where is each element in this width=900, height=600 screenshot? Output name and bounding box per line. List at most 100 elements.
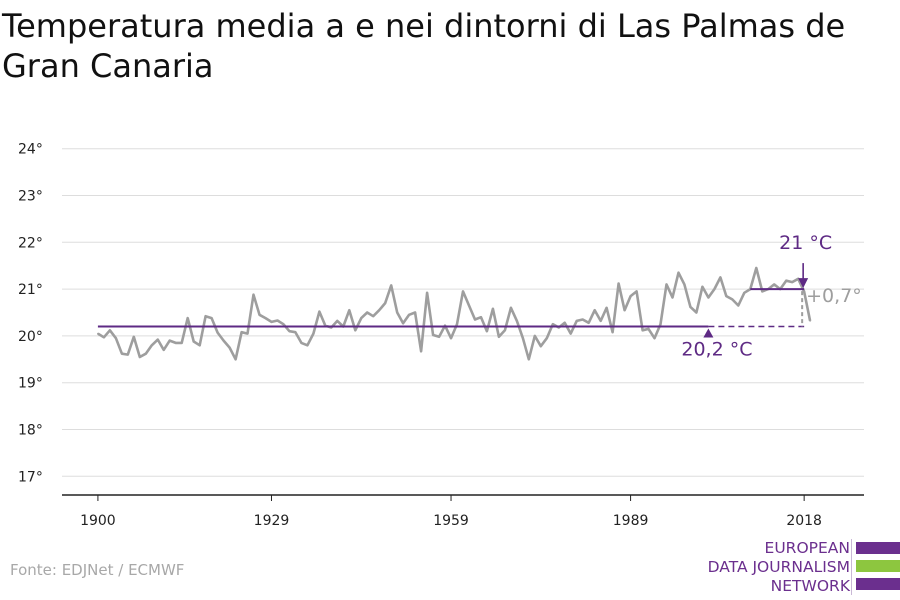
- data-point: [432, 334, 434, 336]
- data-point: [737, 304, 740, 307]
- data-point: [731, 298, 734, 301]
- average-recent-arrow: [798, 278, 809, 289]
- data-point: [157, 338, 159, 341]
- data-point: [210, 317, 213, 319]
- data-point: [695, 311, 698, 314]
- data-point: [204, 315, 207, 318]
- data-point: [288, 330, 291, 333]
- data-point: [402, 322, 404, 325]
- logo-bar-purple-top: [856, 542, 900, 554]
- y-tick-label: 23°: [18, 189, 43, 205]
- data-point: [372, 315, 375, 318]
- data-point: [115, 337, 117, 340]
- data-point: [139, 356, 141, 358]
- average-recent-label: 21 °C: [779, 232, 832, 254]
- edjnet-logo: EUROPEAN DATA JOURNALISM NETWORK: [700, 539, 900, 595]
- data-point: [719, 276, 722, 279]
- data-point: [528, 358, 530, 361]
- data-point: [677, 271, 680, 274]
- data-point: [671, 296, 674, 299]
- data-point: [809, 320, 811, 322]
- data-point: [228, 346, 231, 349]
- data-point: [121, 352, 123, 355]
- data-point: [773, 283, 775, 286]
- data-point: [498, 336, 500, 338]
- y-tick-label: 21°: [18, 282, 43, 298]
- data-point: [366, 311, 369, 314]
- data-point: [480, 316, 482, 319]
- data-point: [109, 329, 111, 332]
- data-point: [97, 332, 99, 335]
- data-point: [486, 330, 488, 333]
- data-point: [611, 331, 614, 334]
- data-point: [133, 336, 135, 338]
- x-tick-label: 2018: [786, 513, 822, 529]
- data-point: [420, 350, 422, 353]
- data-point: [510, 307, 512, 309]
- data-point: [252, 293, 255, 296]
- data-point: [408, 314, 410, 316]
- data-point: [617, 282, 620, 285]
- data-point: [653, 337, 656, 340]
- data-point: [791, 281, 793, 283]
- y-tick-label: 24°: [18, 142, 43, 158]
- y-tick-label: 18°: [18, 422, 43, 438]
- y-tick-label: 19°: [18, 376, 43, 392]
- data-point: [647, 328, 650, 330]
- data-point: [103, 336, 105, 339]
- data-point: [522, 337, 524, 340]
- x-tick-label: 1929: [254, 513, 290, 529]
- average-historical-label: 20,2 °C: [681, 339, 752, 361]
- gridlines: [62, 148, 864, 477]
- data-point: [605, 307, 608, 309]
- data-point: [599, 320, 602, 322]
- data-point: [803, 290, 805, 293]
- reference-lines: [97, 288, 805, 328]
- logo-divider: [851, 539, 852, 595]
- data-point: [587, 322, 590, 324]
- data-point: [198, 344, 201, 347]
- data-point: [641, 329, 644, 332]
- data-point: [575, 320, 578, 322]
- series-layer: [97, 266, 812, 361]
- data-point: [162, 349, 165, 351]
- data-point: [581, 318, 584, 321]
- data-point: [701, 286, 704, 288]
- y-tick-label: 20°: [18, 329, 43, 345]
- y-tick-label: 17°: [18, 469, 43, 485]
- data-point: [569, 332, 572, 335]
- data-point: [635, 290, 638, 293]
- data-point: [354, 329, 357, 332]
- data-point: [785, 279, 787, 282]
- data-point: [743, 292, 746, 294]
- data-point: [725, 295, 728, 297]
- data-point: [127, 353, 129, 356]
- data-point: [713, 288, 716, 290]
- data-point: [456, 323, 458, 326]
- data-point: [336, 320, 339, 322]
- data-point: [222, 339, 225, 342]
- logo-line-2: DATA JOURNALISM: [707, 558, 850, 576]
- data-point: [240, 331, 243, 334]
- data-point: [276, 319, 279, 322]
- data-point: [360, 317, 363, 319]
- data-point: [689, 306, 692, 308]
- data-point: [300, 342, 303, 344]
- x-tick-label: 1900: [80, 513, 116, 529]
- data-point: [192, 340, 195, 343]
- annotations: 20,2 °C 21 °C +0,7°: [681, 232, 861, 360]
- data-point: [312, 332, 315, 335]
- logo-line-1: EUROPEAN: [764, 539, 850, 557]
- data-point: [761, 290, 764, 293]
- x-tick-label: 1989: [613, 513, 649, 529]
- data-point: [145, 352, 147, 355]
- data-point: [348, 309, 351, 312]
- data-point: [318, 310, 321, 313]
- data-point: [540, 345, 542, 348]
- data-point: [384, 302, 387, 304]
- data-point: [707, 296, 710, 299]
- data-point: [534, 335, 536, 337]
- data-point: [180, 342, 183, 344]
- data-point: [270, 321, 273, 323]
- data-point: [755, 267, 758, 269]
